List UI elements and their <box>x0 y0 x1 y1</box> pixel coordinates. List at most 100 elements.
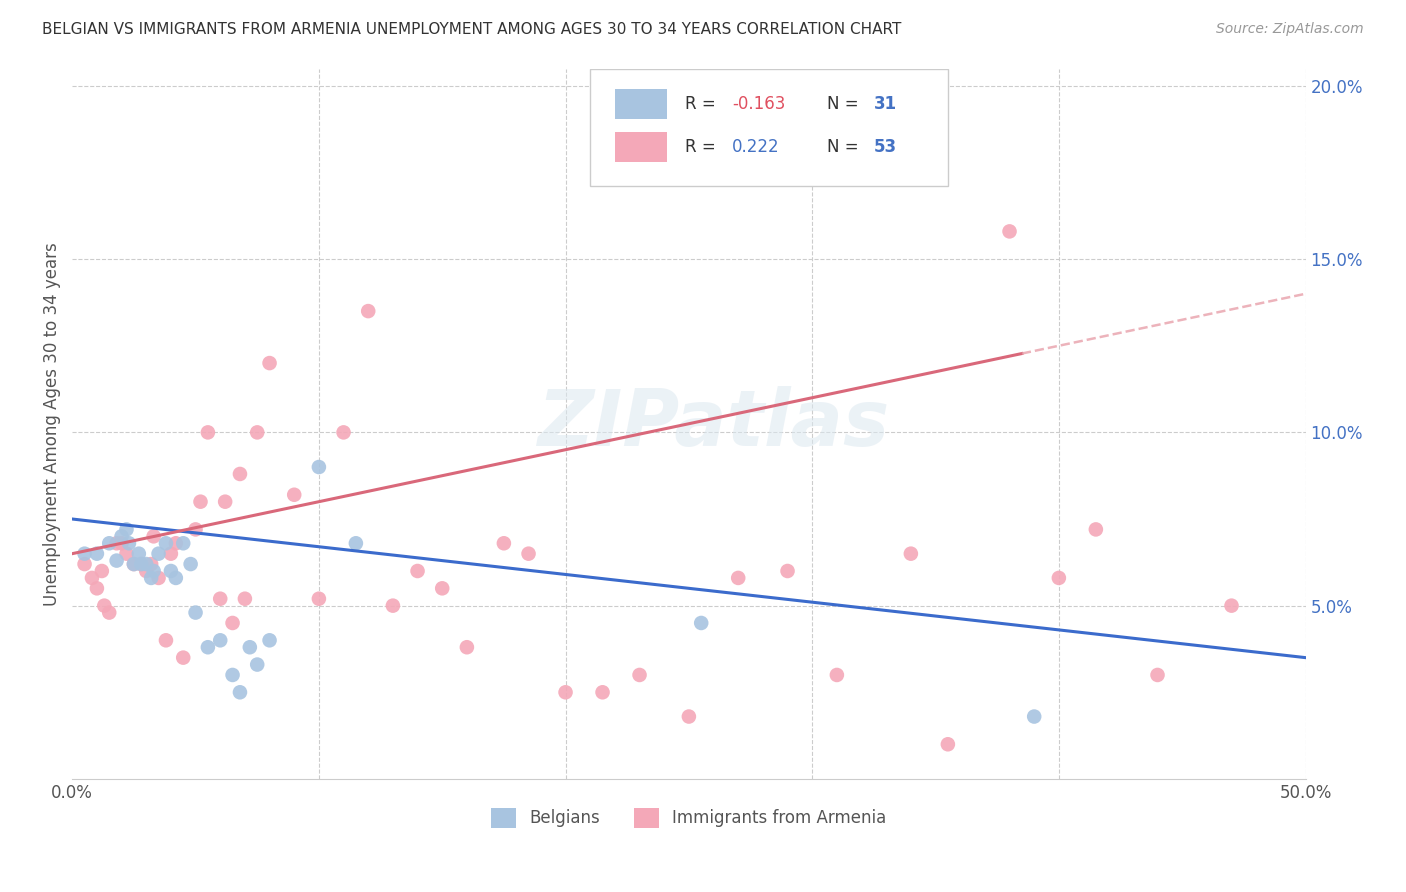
Point <box>209 591 232 606</box>
Point <box>1024 709 1046 723</box>
Text: 53: 53 <box>875 137 897 156</box>
Text: Source: ZipAtlas.com: Source: ZipAtlas.com <box>1216 22 1364 37</box>
Point <box>259 356 281 370</box>
Point <box>160 547 183 561</box>
Point <box>148 571 170 585</box>
Point <box>172 536 194 550</box>
Point <box>93 599 115 613</box>
Point <box>690 615 713 630</box>
Text: BELGIAN VS IMMIGRANTS FROM ARMENIA UNEMPLOYMENT AMONG AGES 30 TO 34 YEARS CORREL: BELGIAN VS IMMIGRANTS FROM ARMENIA UNEMP… <box>42 22 901 37</box>
Point <box>184 606 207 620</box>
Point <box>122 557 145 571</box>
Point <box>73 557 96 571</box>
Point <box>135 564 157 578</box>
Point <box>678 709 700 723</box>
Point <box>628 668 651 682</box>
Point <box>825 668 848 682</box>
Point <box>209 633 232 648</box>
Point <box>86 547 108 561</box>
Point <box>1047 571 1070 585</box>
Text: N =: N = <box>827 137 859 156</box>
Point <box>456 640 478 655</box>
Point <box>110 529 132 543</box>
Point <box>221 668 243 682</box>
Point <box>259 633 281 648</box>
Point <box>406 564 429 578</box>
Point <box>128 547 150 561</box>
Point <box>998 224 1021 238</box>
Text: N =: N = <box>827 95 859 113</box>
Point <box>105 536 128 550</box>
Point <box>233 591 256 606</box>
Point <box>229 685 252 699</box>
Point <box>190 494 212 508</box>
Point <box>155 536 177 550</box>
Point <box>180 557 202 571</box>
Point <box>142 564 165 578</box>
Point <box>135 557 157 571</box>
Point <box>283 488 305 502</box>
Point <box>90 564 112 578</box>
Point <box>221 615 243 630</box>
Legend: Belgians, Immigrants from Armenia: Belgians, Immigrants from Armenia <box>485 801 893 835</box>
Point <box>344 536 367 550</box>
Point <box>129 557 152 571</box>
Point <box>936 737 959 751</box>
Point <box>381 599 404 613</box>
Point <box>1146 668 1168 682</box>
Point <box>492 536 515 550</box>
Point <box>115 547 138 561</box>
Point <box>332 425 354 440</box>
Point <box>239 640 262 655</box>
Point <box>184 523 207 537</box>
Point <box>148 547 170 561</box>
Point <box>86 582 108 596</box>
Point <box>165 571 187 585</box>
Text: ZIPatlas: ZIPatlas <box>537 385 890 462</box>
FancyBboxPatch shape <box>591 69 948 186</box>
Point <box>122 557 145 571</box>
Point <box>98 536 121 550</box>
Point <box>517 547 540 561</box>
Point <box>172 650 194 665</box>
Point <box>115 523 138 537</box>
Bar <box>614 89 666 119</box>
Point <box>142 529 165 543</box>
Point <box>1084 523 1107 537</box>
Text: 0.222: 0.222 <box>733 137 780 156</box>
Point <box>165 536 187 550</box>
Point <box>118 536 141 550</box>
Point <box>308 460 330 475</box>
Point <box>554 685 576 699</box>
Point <box>900 547 922 561</box>
Point <box>432 582 454 596</box>
Text: R =: R = <box>685 137 716 156</box>
Point <box>308 591 330 606</box>
Y-axis label: Unemployment Among Ages 30 to 34 years: Unemployment Among Ages 30 to 34 years <box>44 242 60 606</box>
Point <box>229 467 252 481</box>
Point <box>776 564 799 578</box>
Point <box>592 685 614 699</box>
Text: R =: R = <box>685 95 716 113</box>
Point <box>214 494 236 508</box>
Point <box>155 633 177 648</box>
Point <box>197 640 219 655</box>
Point <box>141 557 163 571</box>
Point <box>129 557 152 571</box>
Point <box>1220 599 1243 613</box>
Point <box>160 564 183 578</box>
Point <box>197 425 219 440</box>
Point <box>80 571 103 585</box>
Point <box>105 553 128 567</box>
Point <box>727 571 749 585</box>
Point <box>246 425 269 440</box>
Point <box>246 657 269 672</box>
Point <box>141 571 163 585</box>
Point <box>110 536 132 550</box>
Point <box>98 606 121 620</box>
Text: -0.163: -0.163 <box>733 95 786 113</box>
Point <box>357 304 380 318</box>
Point <box>73 547 96 561</box>
Text: 31: 31 <box>875 95 897 113</box>
Bar <box>614 132 666 161</box>
